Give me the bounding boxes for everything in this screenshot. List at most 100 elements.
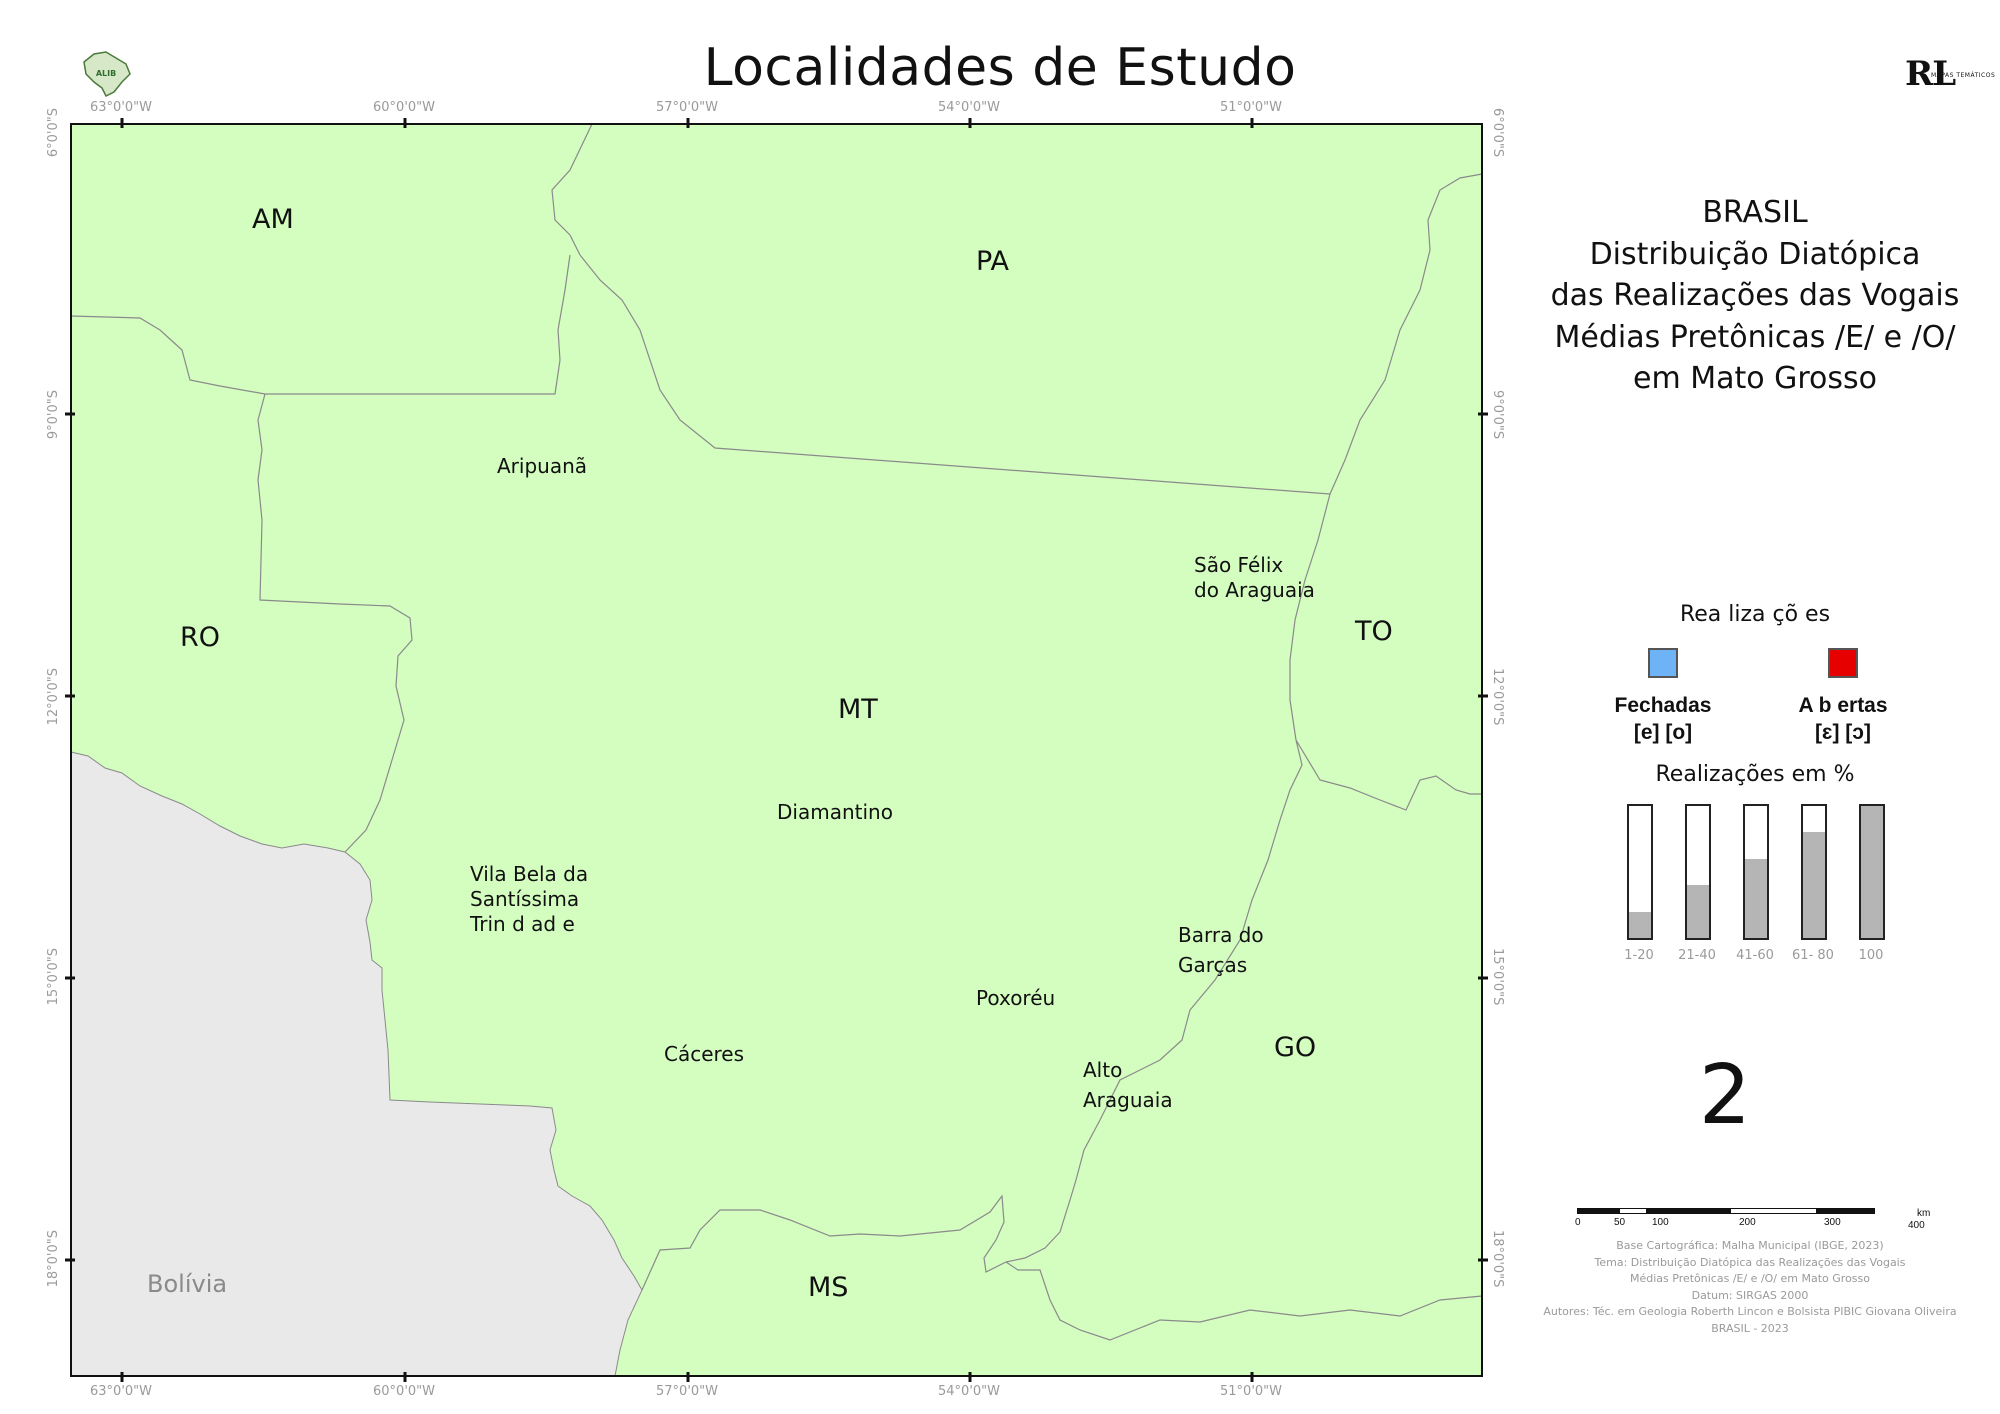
percent-bar-label: 1-20 [1624, 948, 1654, 963]
legend-label-abertas: A b ertas [ɛ] [ɔ] [1743, 692, 1943, 746]
city-label-line: Santíssima [470, 887, 580, 911]
legend-category-symbols: [e] [o] [1633, 721, 1693, 744]
state-label-go: GO [1274, 1032, 1317, 1063]
credits-block: Base Cartográfica: Malha Municipal (IBGE… [1500, 1238, 2000, 1337]
scale-label-100: 100 [1652, 1217, 1669, 1228]
state-label-mt: MT [838, 694, 878, 725]
legend-swatch-abertas [1828, 648, 1858, 678]
state-borders [70, 123, 1483, 1341]
percent-bar-label: 41-60 [1736, 948, 1774, 963]
svg-text:ALIB: ALIB [96, 69, 116, 78]
legend-label-fechadas: Fechadas [e] [o] [1563, 692, 1763, 746]
scale-label-0: 0 [1575, 1217, 1581, 1228]
scale-label-50: 50 [1614, 1217, 1626, 1228]
percent-bar-label: 21-40 [1678, 948, 1716, 963]
state-label-pa: PA [976, 246, 1010, 277]
map-title-line: BRASIL [1702, 195, 1808, 230]
state-label-ro: RO [180, 622, 221, 653]
city-label-barra-do-garcas: Barra do Garças [1178, 920, 1264, 980]
map-subject-title: BRASIL Distribuição Diatópica das Realiz… [1530, 192, 1980, 400]
percent-bar [1859, 804, 1885, 940]
percent-bar-fill [1687, 885, 1709, 938]
state-label-am: AM [252, 204, 294, 235]
coord-top-3: 57°0'0"W [656, 100, 718, 115]
coord-left-3: 12°0'0"S [46, 668, 61, 726]
map-title-line: em Mato Grosso [1632, 361, 1878, 396]
coord-bottom-4: 54°0'0"W [938, 1384, 1000, 1399]
percent-bar-fill [1861, 806, 1883, 938]
legend-category-name: Fechadas [1614, 694, 1712, 717]
city-label-vila-bela: Vila Bela da Santíssima Trin d ad e [470, 862, 588, 937]
rl-logo-text: RL [1905, 54, 1956, 94]
percent-bar [1743, 804, 1769, 940]
city-label-line: Alto [1083, 1058, 1123, 1082]
percent-bar [1685, 804, 1711, 940]
city-label-diamantino: Diamantino [777, 800, 893, 824]
city-label-line: Barra do [1178, 923, 1264, 947]
coord-bottom-5: 51°0'0"W [1220, 1384, 1282, 1399]
legend-title: Rea liza çõ es [1679, 602, 1831, 627]
coord-left-4: 15°0'0"S [46, 948, 61, 1006]
scale-label-200: 200 [1739, 1217, 1756, 1228]
city-label-line: São Félix [1194, 553, 1284, 577]
credit-line: Datum: SIRGAS 2000 [1691, 1288, 1809, 1302]
percent-bar [1801, 804, 1827, 940]
scale-label-300: 300 [1824, 1217, 1841, 1228]
coord-top-1: 63°0'0"W [90, 100, 152, 115]
city-label-sao-felix: São Félix do Araguaia [1194, 553, 1315, 603]
coord-top-5: 51°0'0"W [1220, 100, 1282, 115]
credit-line: BRASIL - 2023 [1711, 1321, 1789, 1335]
coord-right-1: 6°0'0"S [1490, 108, 1505, 158]
coord-left-2: 9°0'0"S [46, 390, 61, 440]
percent-bar [1627, 804, 1653, 940]
city-label-line: Trin d ad e [470, 912, 575, 936]
legend-category-name: A b ertas [1798, 694, 1888, 717]
legend-category-symbols: [ɛ] [ɔ] [1815, 721, 1871, 744]
coord-bottom-1: 63°0'0"W [90, 1384, 152, 1399]
rl-logo-subtitle: MAPAS TEMÁTICOS [1931, 72, 1996, 79]
coord-bottom-3: 57°0'0"W [656, 1384, 718, 1399]
scale-unit: km [1917, 1208, 1931, 1219]
graticule-ticks [65, 118, 1488, 1382]
map-title-line: Médias Pretônicas /E/ e /O/ [1554, 319, 1956, 355]
city-label-line: do Araguaia [1194, 578, 1315, 602]
percent-bar-label: 61- 80 [1792, 948, 1834, 963]
city-label-caceres: Cáceres [664, 1042, 745, 1066]
coord-right-4: 15°0'0"S [1490, 948, 1505, 1006]
coord-right-5: 18°0'0"S [1490, 1230, 1505, 1288]
map-frame [70, 123, 1483, 1377]
country-label-bolivia: Bolívia [147, 1270, 228, 1298]
brazil-map-icon: ALIB [83, 51, 131, 98]
percent-bar-label: 100 [1858, 948, 1884, 963]
map-title-line: das Realizações das Vogais [1550, 278, 1960, 313]
credit-line: Médias Pretônicas /E/ e /O/ em Mato Gros… [1629, 1272, 1870, 1285]
credit-line: Autores: Téc. em Geologia Roberth Lincon… [1543, 1305, 1957, 1318]
city-label-line: Vila Bela da [470, 862, 589, 886]
coord-top-4: 54°0'0"W [938, 100, 1000, 115]
percent-bar-fill [1745, 858, 1767, 938]
coord-top-2: 60°0'0"W [373, 100, 435, 115]
legend-swatch-fechadas [1648, 648, 1678, 678]
percent-legend-title: Realizações em % [1655, 762, 1855, 787]
state-label-ms: MS [808, 1272, 849, 1303]
map-number: 2 [1698, 1048, 1752, 1143]
scale-bar [1577, 1208, 1875, 1214]
alib-logo: ALIB [78, 48, 134, 98]
credit-line: Base Cartográfica: Malha Municipal (IBGE… [1616, 1239, 1884, 1252]
coord-right-2: 9°0'0"S [1490, 390, 1505, 440]
map-title-line: Distribuição Diatópica [1589, 236, 1921, 272]
percent-bar-fill [1629, 911, 1651, 938]
state-label-to: TO [1355, 616, 1393, 647]
coord-bottom-2: 60°0'0"W [373, 1384, 435, 1399]
scale-label-400: 400 [1908, 1220, 1925, 1231]
city-label-poxoreu: Poxoréu [976, 986, 1056, 1010]
city-label-line: Garças [1178, 953, 1248, 977]
coord-left-1: 6°0'0"S [46, 108, 61, 158]
coord-left-5: 18°0'0"S [46, 1230, 61, 1288]
percent-bar-fill [1803, 832, 1825, 938]
city-label-line: Araguaia [1083, 1088, 1173, 1112]
page-title: Localidades de Estudo [703, 38, 1297, 98]
coord-right-3: 12°0'0"S [1490, 668, 1505, 726]
rl-logo: RL MAPAS TEMÁTICOS [1905, 54, 1995, 94]
